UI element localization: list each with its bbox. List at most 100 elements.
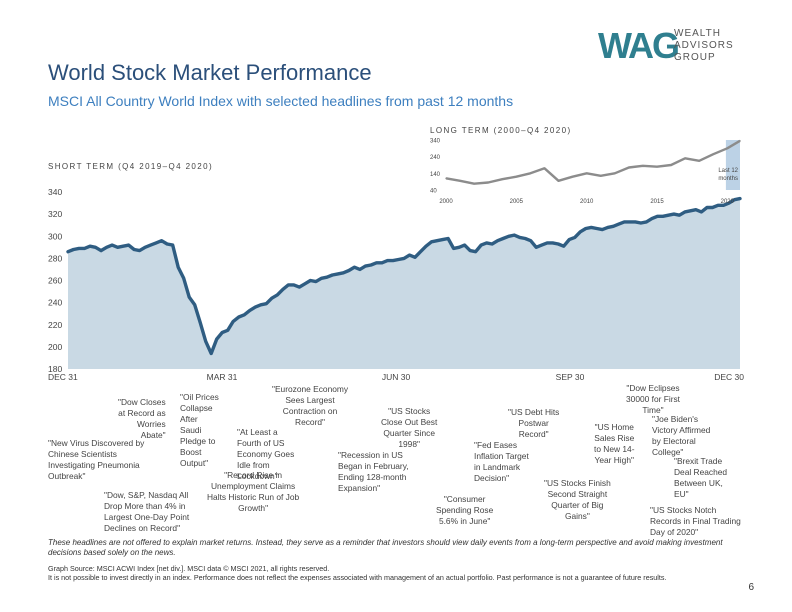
headline-line: EU": [674, 489, 689, 499]
long-term-point-19: [712, 153, 714, 155]
short-term-point-13: [138, 249, 141, 252]
short-term-point-66: [430, 241, 433, 243]
main-y-tick-8: 340: [48, 187, 62, 197]
short-term-point-31: [238, 316, 240, 318]
short-term-point-43: [304, 283, 306, 285]
headline-line: Records in Final Trading: [650, 516, 741, 526]
long-term-point-9: [571, 176, 574, 178]
short-term-point-59: [392, 259, 394, 262]
graph-source: Graph Source: MSCI ACWI Index [net div.]…: [48, 564, 330, 573]
short-term-point-106: [651, 217, 653, 220]
short-term-point-25: [204, 340, 207, 343]
short-term-point-71: [458, 246, 460, 249]
short-term-point-21: [182, 277, 185, 280]
headline-line: Year High": [594, 455, 634, 465]
short-term-point-54: [364, 265, 367, 267]
headline-line: in Landmark: [474, 462, 521, 472]
short-term-point-75: [480, 244, 482, 246]
headline-line: Began in February,: [338, 461, 409, 471]
page-title: World Stock Market Performance: [48, 60, 372, 85]
short-term-point-15: [149, 244, 152, 246]
inset-x-tick-0: 2000: [439, 199, 453, 205]
main-x-tick-3: SEP 30: [556, 372, 585, 382]
short-term-point-24: [199, 321, 201, 324]
inset-x-tick-4: 2020: [721, 199, 735, 205]
main-x-tick-4: DEC 30: [714, 372, 744, 382]
headline-line: Pledge to: [180, 436, 216, 446]
inset-x-tick-3: 2015: [650, 199, 664, 205]
headline-line: Idle from: [237, 460, 270, 470]
headline-5: "Eurozone Economy Sees Largest Contraction…: [272, 384, 348, 428]
short-term-point-34: [254, 306, 257, 308]
short-term-point-72: [463, 244, 466, 246]
short-term-point-63: [414, 256, 416, 259]
headline-line: Between UK,: [674, 478, 723, 488]
headline-line: Growth": [238, 503, 269, 513]
short-term-point-80: [507, 235, 510, 238]
headline-line: Contraction on: [282, 406, 338, 416]
short-term-point-6: [100, 249, 102, 252]
logo-name: WEALTH ADVISORS GROUP: [674, 28, 734, 64]
short-term-point-107: [656, 215, 659, 218]
headline-line: "Dow Eclipses: [626, 383, 680, 393]
headline-line: "US Debt Hits: [508, 407, 560, 417]
short-term-point-116: [706, 206, 708, 209]
headline-line: Sales Rise: [594, 433, 635, 443]
disclaimer: These headlines are not offered to expla…: [48, 538, 723, 557]
short-term-point-112: [684, 211, 686, 213]
headline-line: Gains": [564, 511, 590, 521]
short-term-point-56: [375, 262, 378, 264]
headline-line: "Dow, S&P, Nasdaq All: [104, 490, 189, 500]
main-x-tick-2: JUN 30: [382, 372, 411, 382]
short-term-point-4: [89, 245, 91, 247]
short-term-point-65: [425, 245, 427, 247]
short-term-point-114: [695, 208, 697, 211]
short-term-point-26: [210, 352, 212, 355]
headline-line: 30000 for First: [626, 394, 680, 404]
main-y-tick-5: 280: [48, 253, 62, 263]
long-term-point-21: [739, 140, 741, 142]
short-term-point-28: [221, 331, 223, 334]
short-term-point-122: [739, 197, 741, 200]
inset-x-tick-1: 2005: [510, 199, 524, 205]
short-term-point-62: [408, 254, 411, 256]
short-term-point-23: [193, 304, 196, 306]
long-term-line: [445, 139, 741, 185]
short-term-point-68: [441, 238, 444, 241]
headline-13: "US Stocks Finish Second Straight Quarter …: [544, 478, 611, 522]
long-term-point-20: [726, 147, 728, 149]
headline-line: "Fed Eases: [474, 440, 518, 450]
long-term-points: [445, 140, 741, 185]
short-term-point-85: [535, 246, 537, 249]
short-term-point-108: [662, 215, 664, 218]
short-term-point-88: [551, 242, 554, 244]
headline-line: to New 14-: [594, 444, 635, 454]
long-term-point-2: [473, 183, 475, 185]
long-term-point-5: [515, 176, 517, 178]
headline-line: Expansion": [338, 483, 381, 493]
short-term-point-19: [171, 244, 174, 246]
headline-line: Boost: [180, 447, 202, 457]
short-term-point-70: [452, 247, 455, 250]
short-term-point-47: [326, 276, 328, 279]
short-term-point-98: [607, 226, 609, 229]
long-term-point-12: [614, 172, 616, 174]
long-term-point-10: [586, 172, 588, 174]
index-note: It is not possible to invest directly in…: [48, 573, 667, 582]
headline-line: Record": [518, 429, 549, 439]
short-term-point-96: [596, 227, 598, 230]
short-term-point-95: [590, 226, 593, 229]
short-term-point-39: [282, 288, 284, 291]
main-y-tick-1: 200: [48, 342, 62, 352]
short-term-point-120: [728, 202, 730, 204]
short-term-point-36: [265, 302, 268, 305]
headline-line: Victory Affirmed: [652, 425, 711, 435]
headline-3: "Oil Prices Collapse After Saudi Pledge to Bo…: [180, 392, 219, 469]
long-term-point-18: [698, 160, 700, 162]
long-term-point-16: [670, 164, 672, 166]
short-term-point-84: [529, 239, 532, 242]
short-term-point-74: [474, 250, 477, 253]
headline-line: Abate": [140, 430, 166, 440]
short-term-point-14: [144, 246, 146, 249]
headline-line: Spending Rose: [436, 505, 494, 515]
